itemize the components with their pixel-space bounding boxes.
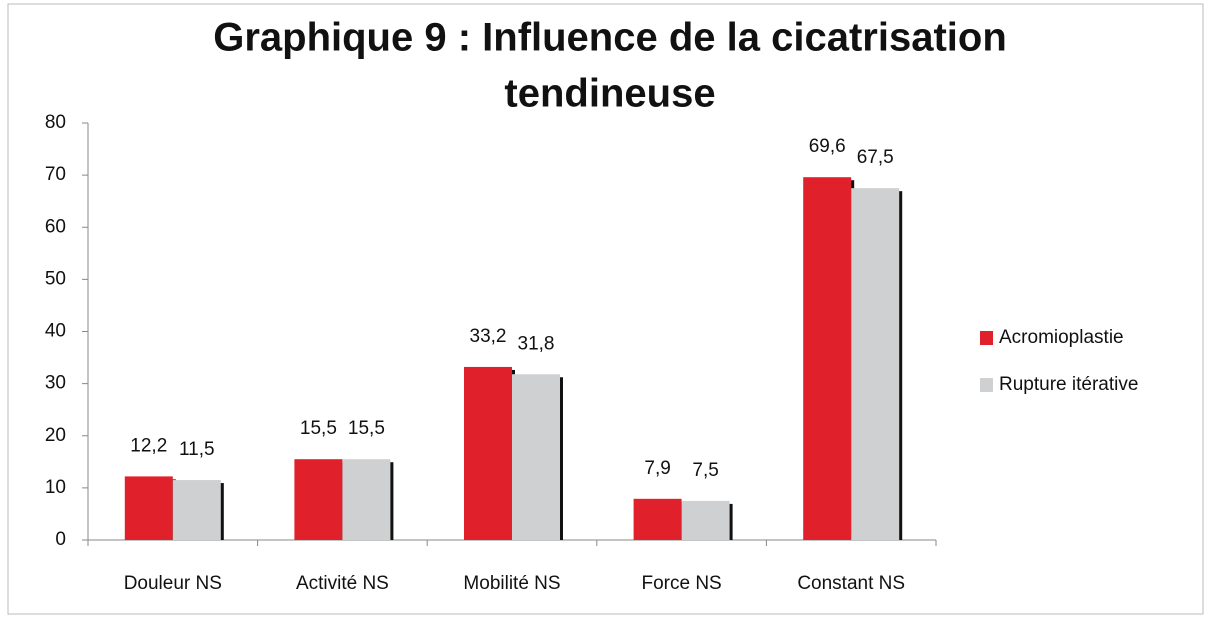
y-tick-label: 30	[45, 373, 66, 394]
x-tick-label: Douleur NS	[124, 573, 222, 594]
x-tick-label: Constant NS	[797, 573, 905, 594]
bar	[124, 476, 173, 540]
bar	[294, 459, 343, 540]
bar	[512, 374, 560, 540]
value-label: 67,5	[857, 147, 894, 168]
bar	[803, 177, 852, 540]
value-label: 69,6	[809, 136, 846, 157]
chart-title: tendineuse	[504, 72, 715, 116]
value-label: 15,5	[300, 418, 337, 439]
value-label: 7,5	[692, 460, 718, 481]
y-tick-label: 50	[45, 268, 66, 289]
y-tick-label: 60	[45, 216, 66, 237]
legend-label: Rupture itérative	[999, 374, 1138, 395]
legend-swatch	[980, 378, 993, 392]
legend-label: Acromioplastie	[999, 327, 1124, 348]
y-tick-label: 10	[45, 477, 66, 498]
value-label: 12,2	[130, 435, 167, 456]
bar	[851, 188, 900, 540]
value-label: 33,2	[470, 326, 507, 347]
x-tick-label: Mobilité NS	[463, 573, 560, 594]
bar	[464, 366, 512, 540]
bar	[633, 498, 682, 540]
value-label: 11,5	[179, 439, 215, 460]
bar	[172, 480, 221, 540]
value-label: 31,8	[518, 333, 555, 354]
y-tick-label: 70	[45, 164, 66, 185]
value-label: 7,9	[644, 458, 670, 479]
x-tick-label: Activité NS	[296, 573, 389, 594]
y-tick-label: 40	[45, 321, 66, 342]
legend-swatch	[980, 331, 993, 345]
value-label: 15,5	[348, 418, 385, 439]
x-tick-label: Force NS	[641, 573, 721, 594]
y-tick-label: 20	[45, 425, 66, 446]
bar	[342, 459, 391, 540]
bar	[681, 500, 730, 540]
y-tick-label: 80	[45, 112, 66, 133]
y-tick-label: 0	[55, 529, 66, 550]
chart-title: Graphique 9 : Influence de la cicatrisat…	[213, 16, 1007, 60]
